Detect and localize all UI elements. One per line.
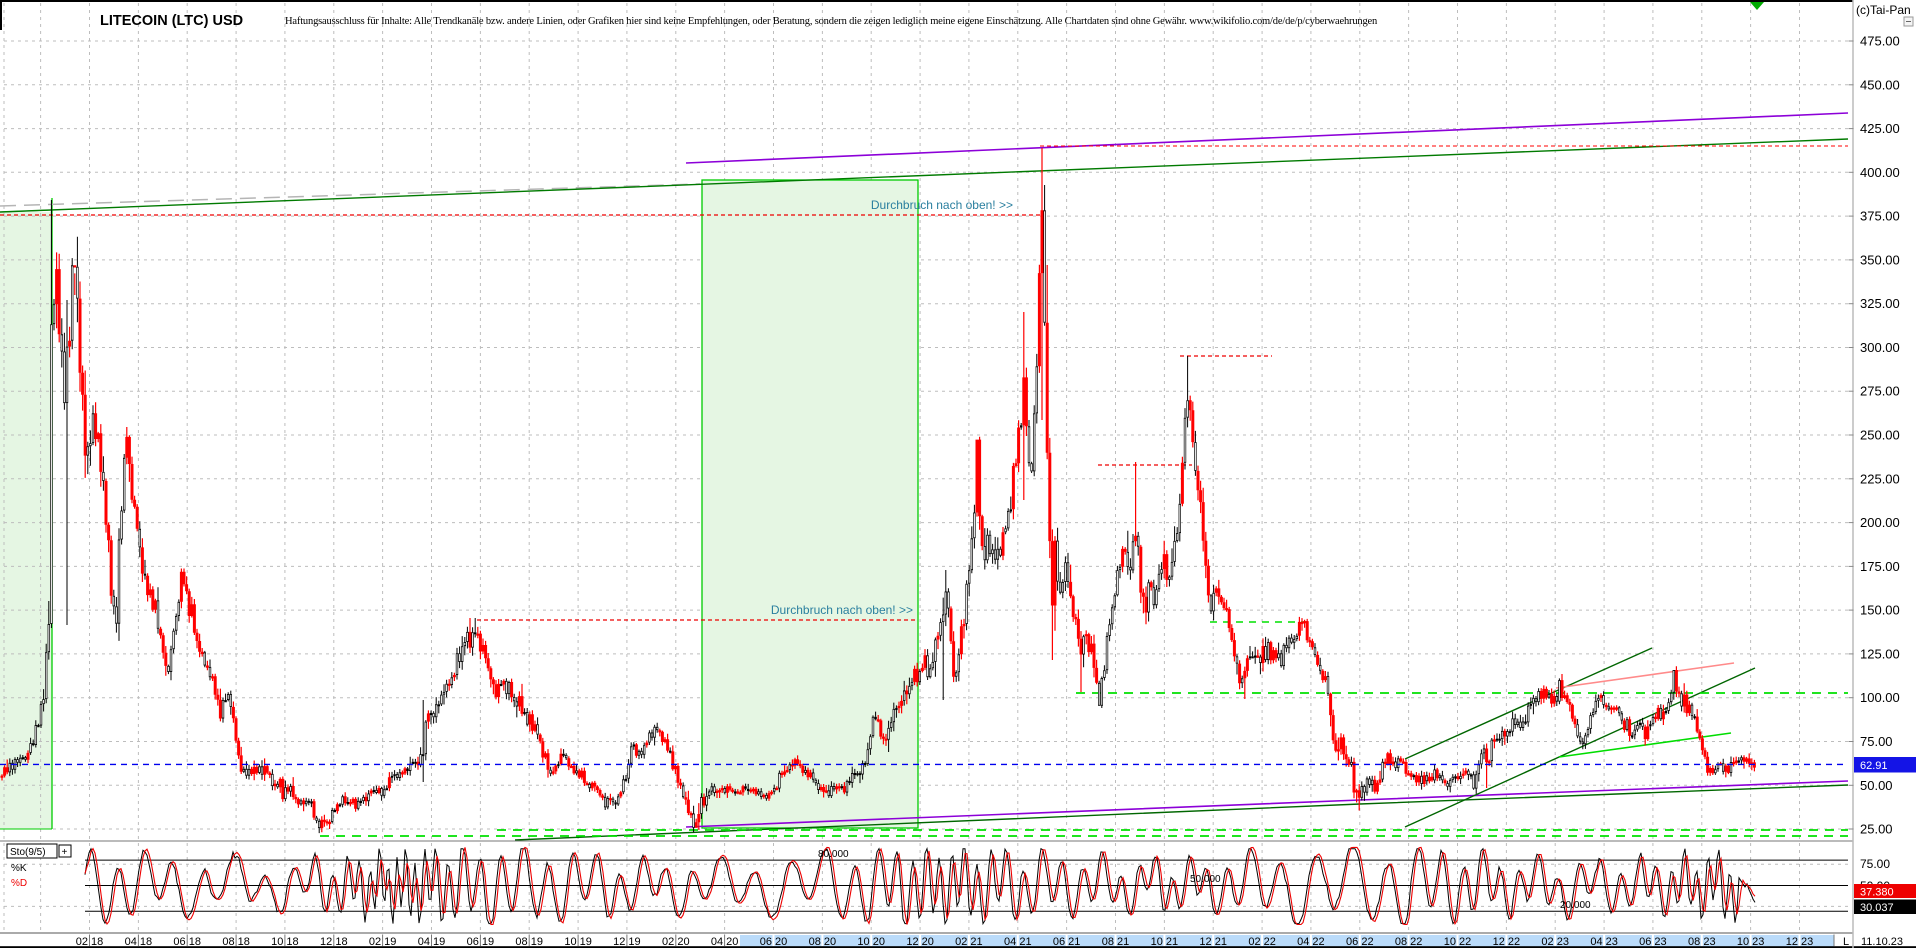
svg-text:12 22: 12 22 xyxy=(1493,936,1521,948)
svg-text:225.00: 225.00 xyxy=(1860,471,1900,486)
svg-text:02 20: 02 20 xyxy=(662,936,690,948)
svg-text:Durchbruch nach oben! >>: Durchbruch nach oben! >> xyxy=(771,603,913,617)
svg-text:%K: %K xyxy=(11,863,27,874)
svg-text:150.00: 150.00 xyxy=(1860,603,1900,618)
svg-text:62.91: 62.91 xyxy=(1860,760,1888,772)
svg-text:02 23: 02 23 xyxy=(1541,936,1569,948)
svg-text:Durchbruch nach oben! >>: Durchbruch nach oben! >> xyxy=(871,198,1013,212)
svg-text:250.00: 250.00 xyxy=(1860,428,1900,443)
svg-text:10 20: 10 20 xyxy=(857,936,885,948)
svg-text:75.00: 75.00 xyxy=(1860,857,1890,871)
svg-text:20.000: 20.000 xyxy=(1560,900,1591,911)
svg-text:10 23: 10 23 xyxy=(1737,936,1765,948)
svg-text:02 22: 02 22 xyxy=(1248,936,1276,948)
svg-text:10 22: 10 22 xyxy=(1444,936,1472,948)
svg-text:08 23: 08 23 xyxy=(1688,936,1716,948)
svg-text:06 18: 06 18 xyxy=(173,936,201,948)
svg-text:04 18: 04 18 xyxy=(125,936,153,948)
svg-text:08 18: 08 18 xyxy=(222,936,250,948)
svg-text:LITECOIN (LTC) USD: LITECOIN (LTC) USD xyxy=(100,13,243,29)
svg-text:06 20: 06 20 xyxy=(760,936,788,948)
svg-text:Sto(9/5): Sto(9/5) xyxy=(10,847,46,858)
svg-text:06 23: 06 23 xyxy=(1639,936,1667,948)
svg-text:50.00: 50.00 xyxy=(1860,778,1893,793)
svg-text:L: L xyxy=(1843,936,1849,948)
svg-text:300.00: 300.00 xyxy=(1860,340,1900,355)
svg-text:06 21: 06 21 xyxy=(1053,936,1081,948)
svg-text:400.00: 400.00 xyxy=(1860,165,1900,180)
svg-text:06 22: 06 22 xyxy=(1346,936,1374,948)
svg-text:08 20: 08 20 xyxy=(809,936,837,948)
svg-text:%D: %D xyxy=(11,878,27,889)
svg-text:Haftungsausschluss für Inhalte: Haftungsausschluss für Inhalte: Alle Tre… xyxy=(285,16,1378,27)
svg-text:04 23: 04 23 xyxy=(1590,936,1618,948)
svg-text:08 19: 08 19 xyxy=(515,936,543,948)
svg-text:12 21: 12 21 xyxy=(1199,936,1227,948)
svg-text:12 20: 12 20 xyxy=(906,936,934,948)
svg-text:08 22: 08 22 xyxy=(1395,936,1423,948)
svg-text:10 18: 10 18 xyxy=(271,936,299,948)
svg-text:200.00: 200.00 xyxy=(1860,515,1900,530)
svg-text:06 19: 06 19 xyxy=(467,936,495,948)
svg-text:10 21: 10 21 xyxy=(1151,936,1179,948)
svg-text:37.380: 37.380 xyxy=(1860,887,1894,899)
svg-text:125.00: 125.00 xyxy=(1860,646,1900,661)
svg-text:12 19: 12 19 xyxy=(613,936,641,948)
svg-text:12 23: 12 23 xyxy=(1786,936,1814,948)
svg-text:04 21: 04 21 xyxy=(1004,936,1032,948)
svg-text:08 21: 08 21 xyxy=(1102,936,1130,948)
svg-text:02 18: 02 18 xyxy=(76,936,104,948)
svg-text:10 19: 10 19 xyxy=(564,936,592,948)
svg-text:02 19: 02 19 xyxy=(369,936,397,948)
svg-text:350.00: 350.00 xyxy=(1860,252,1900,267)
svg-text:02 21: 02 21 xyxy=(955,936,983,948)
svg-text:275.00: 275.00 xyxy=(1860,384,1900,399)
svg-text:50.000: 50.000 xyxy=(1190,874,1221,885)
svg-text:175.00: 175.00 xyxy=(1860,559,1900,574)
svg-text:375.00: 375.00 xyxy=(1860,209,1900,224)
svg-text:75.00: 75.00 xyxy=(1860,734,1893,749)
svg-text:12 18: 12 18 xyxy=(320,936,348,948)
svg-text:325.00: 325.00 xyxy=(1860,296,1900,311)
svg-text:425.00: 425.00 xyxy=(1860,121,1900,136)
svg-text:475.00: 475.00 xyxy=(1860,34,1900,49)
svg-text:11.10.23: 11.10.23 xyxy=(1861,936,1903,948)
svg-text:100.00: 100.00 xyxy=(1860,690,1900,705)
svg-text:(c)Tai-Pan: (c)Tai-Pan xyxy=(1856,3,1911,17)
svg-text:450.00: 450.00 xyxy=(1860,77,1900,92)
svg-text:04 22: 04 22 xyxy=(1297,936,1325,948)
svg-text:04 20: 04 20 xyxy=(711,936,739,948)
svg-text:04 19: 04 19 xyxy=(418,936,446,948)
svg-text:25.00: 25.00 xyxy=(1860,822,1893,837)
svg-text:30.037: 30.037 xyxy=(1860,902,1894,914)
svg-text:80.000: 80.000 xyxy=(818,849,849,860)
svg-text:+: + xyxy=(62,847,68,858)
